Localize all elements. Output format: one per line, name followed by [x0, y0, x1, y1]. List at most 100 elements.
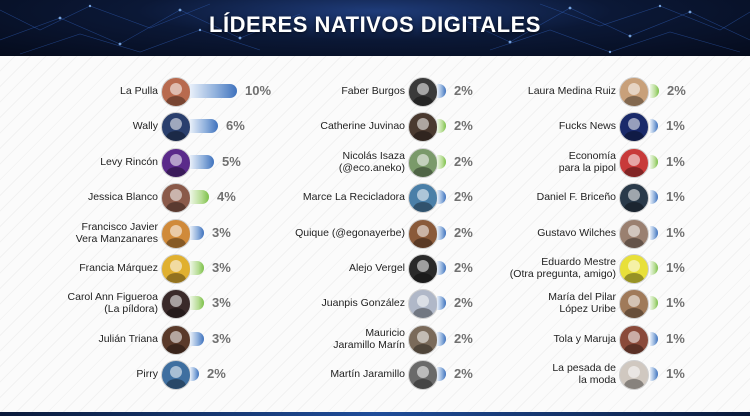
data-label: 1%: [666, 154, 685, 169]
avatar: [619, 148, 649, 178]
data-label: 6%: [226, 118, 245, 133]
data-label: 1%: [666, 189, 685, 204]
person-name-label: Jessica Blanco: [87, 191, 158, 203]
bar-mark: [650, 84, 659, 98]
person-name-label: Alejo Vergel: [348, 262, 405, 274]
person-name-label: Economía para la pipol: [558, 150, 616, 174]
bottom-band: [0, 412, 750, 416]
person-name-label: Laura Medina Ruiz: [527, 85, 616, 97]
data-label: 1%: [666, 295, 685, 310]
data-label: 2%: [454, 189, 473, 204]
bar-mark: [190, 261, 204, 275]
data-label: 2%: [454, 331, 473, 346]
data-label: 4%: [217, 189, 236, 204]
person-name-label: Francisco Javier Vera Manzanares: [75, 221, 158, 245]
bar-mark: [190, 190, 209, 204]
person-name-label: María del Pilar López Uribe: [548, 291, 616, 315]
data-label: 3%: [212, 260, 231, 275]
bar-mark: [437, 119, 446, 133]
person-name-label: Catherine Juvinao: [320, 120, 405, 132]
avatar: [408, 183, 438, 213]
person-name-label: Francia Márquez: [79, 262, 158, 274]
bar-mark: [190, 296, 204, 310]
bar-mark: [190, 226, 204, 240]
data-label: 2%: [454, 225, 473, 240]
avatar: [619, 360, 649, 390]
avatar: [161, 254, 191, 284]
person-name-label: Eduardo Mestre (Otra pregunta, amigo): [509, 256, 616, 280]
person-name-label: La pesada de la moda: [552, 362, 616, 386]
bar-mark: [650, 190, 658, 204]
bar-mark: [437, 84, 446, 98]
bar-mark: [650, 261, 658, 275]
data-label: 5%: [222, 154, 241, 169]
person-name-label: Gustavo Wilches: [537, 227, 616, 239]
bar-mark: [437, 226, 446, 240]
avatar: [619, 112, 649, 142]
bar-mark: [190, 367, 199, 381]
avatar: [408, 254, 438, 284]
person-name-label: Nicolás Isaza (@eco.aneko): [338, 150, 405, 174]
avatar: [619, 219, 649, 249]
avatar: [408, 289, 438, 319]
person-name-label: Marce La Recicladora: [302, 191, 405, 203]
avatar: [408, 148, 438, 178]
avatar: [161, 77, 191, 107]
bar-mark: [650, 332, 658, 346]
data-label: 2%: [454, 366, 473, 381]
person-name-label: Mauricio Jaramillo Marín: [333, 327, 405, 351]
avatar: [161, 360, 191, 390]
person-name-label: Tola y Maruja: [553, 333, 616, 345]
bar-mark: [190, 155, 214, 169]
bar-mark: [650, 119, 658, 133]
avatar: [161, 148, 191, 178]
data-label: 2%: [454, 83, 473, 98]
network-background-graphic: [0, 3, 750, 55]
avatar: [408, 112, 438, 142]
data-label: 3%: [212, 225, 231, 240]
bar-mark: [190, 119, 218, 133]
avatar: [161, 183, 191, 213]
bar-mark: [437, 190, 446, 204]
data-label: 2%: [454, 295, 473, 310]
bar-mark: [190, 84, 237, 98]
data-label: 1%: [666, 225, 685, 240]
avatar: [408, 77, 438, 107]
bar-mark: [650, 296, 658, 310]
avatar: [161, 219, 191, 249]
person-name-label: Wally: [132, 120, 158, 132]
bar-mark: [650, 155, 658, 169]
person-name-label: Juanpis González: [321, 297, 405, 309]
data-label: 2%: [454, 154, 473, 169]
bar-mark: [437, 332, 446, 346]
bar-mark: [190, 332, 204, 346]
data-label: 10%: [245, 83, 272, 98]
data-label: 2%: [207, 366, 226, 381]
avatar: [619, 289, 649, 319]
avatar: [619, 183, 649, 213]
person-name-label: La Pulla: [120, 85, 158, 97]
person-name-label: Carol Ann Figueroa (La píldora): [67, 291, 158, 315]
data-label: 1%: [666, 366, 685, 381]
data-label: 2%: [667, 83, 686, 98]
avatar: [161, 289, 191, 319]
header-banner: LÍDERES NATIVOS DIGITALES: [0, 0, 750, 56]
data-label: 3%: [212, 295, 231, 310]
person-name-label: Quique (@egonayerbe): [295, 227, 405, 239]
person-name-label: Julián Triana: [98, 333, 158, 345]
person-name-label: Faber Burgos: [341, 85, 405, 97]
bar-mark: [437, 155, 446, 169]
avatar: [161, 112, 191, 142]
person-name-label: Daniel F. Briceño: [536, 191, 616, 203]
person-name-label: Martín Jaramillo: [330, 368, 405, 380]
avatar: [619, 325, 649, 355]
bar-mark: [437, 261, 446, 275]
bar-mark: [437, 367, 446, 381]
person-name-label: Fucks News: [558, 120, 616, 132]
avatar: [619, 77, 649, 107]
person-name-label: Pirry: [136, 368, 158, 380]
bar-mark: [650, 367, 658, 381]
avatar: [408, 360, 438, 390]
avatar: [619, 254, 649, 284]
bar-mark: [437, 296, 446, 310]
